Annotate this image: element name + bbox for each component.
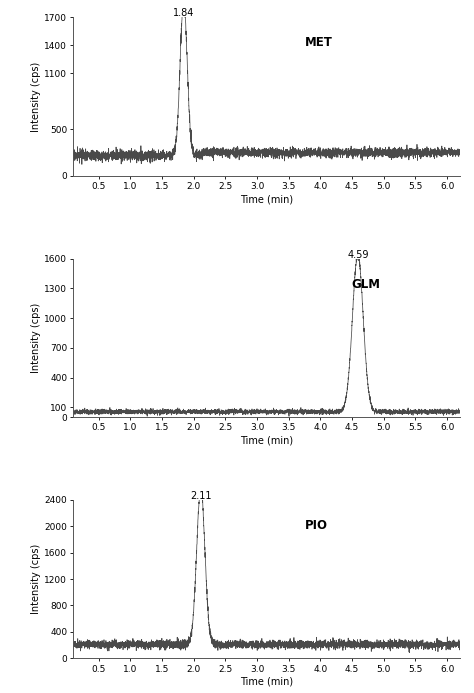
X-axis label: Time (min): Time (min): [240, 676, 293, 686]
X-axis label: Time (min): Time (min): [240, 194, 293, 204]
Text: 4.59: 4.59: [347, 249, 369, 260]
Text: 1.84: 1.84: [173, 8, 194, 19]
Text: 2.11: 2.11: [190, 491, 211, 501]
Text: GLM: GLM: [352, 277, 381, 290]
Y-axis label: Intensity (cps): Intensity (cps): [31, 303, 41, 373]
Text: PIO: PIO: [305, 519, 328, 532]
Y-axis label: Intensity (cps): Intensity (cps): [31, 62, 41, 132]
X-axis label: Time (min): Time (min): [240, 435, 293, 445]
Text: MET: MET: [305, 36, 333, 49]
Y-axis label: Intensity (cps): Intensity (cps): [31, 544, 41, 614]
